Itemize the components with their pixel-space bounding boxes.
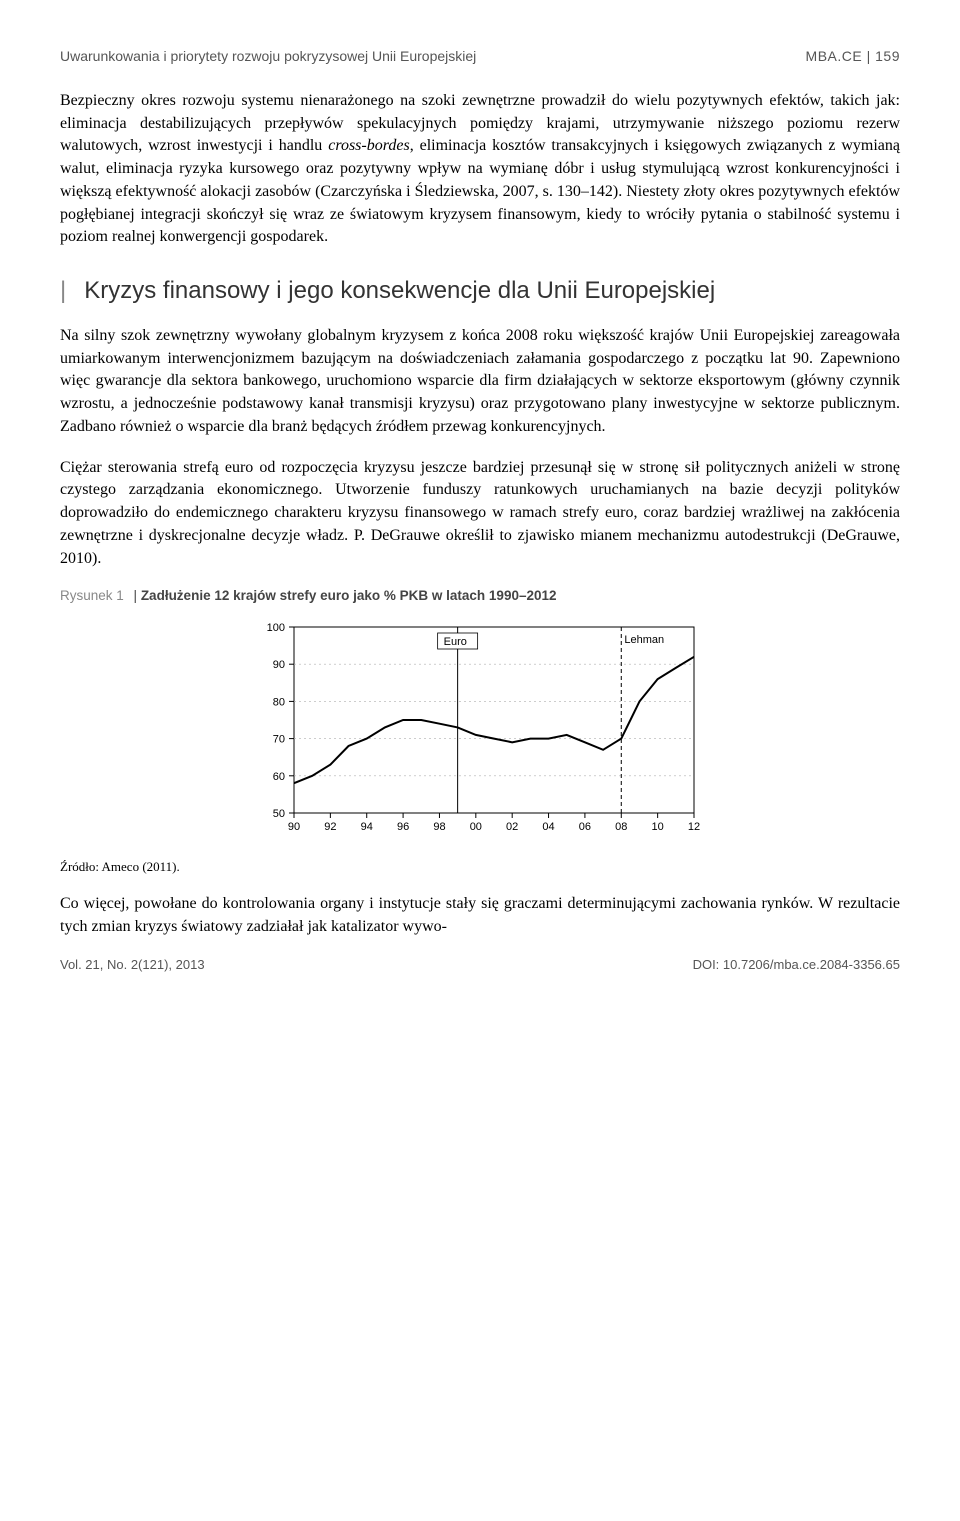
body-paragraph: Na silny szok zewnętrzny wywołany global…	[60, 325, 900, 439]
svg-text:90: 90	[288, 821, 300, 833]
svg-text:08: 08	[615, 821, 627, 833]
journal-abbrev: MBA.CE	[806, 48, 863, 64]
svg-text:80: 80	[273, 697, 285, 709]
body-paragraph: Co więcej, powołane do kontrolowania org…	[60, 893, 900, 938]
svg-text:06: 06	[579, 821, 591, 833]
heading-bar: |	[60, 277, 66, 304]
section-heading: | Kryzys finansowy i jego konsekwencje dl…	[60, 277, 900, 305]
svg-text:Lehman: Lehman	[624, 634, 664, 646]
svg-text:90: 90	[273, 659, 285, 671]
svg-text:04: 04	[542, 821, 554, 833]
svg-text:70: 70	[273, 734, 285, 746]
figure-caption: Rysunek 1 | Zadłużenie 12 krajów strefy …	[60, 588, 900, 603]
body-paragraph: Ciężar sterowania strefą euro od rozpocz…	[60, 457, 900, 571]
svg-text:92: 92	[324, 821, 336, 833]
figure-source: Źródło: Ameco (2011).	[60, 859, 900, 875]
line-chart: 50 60 70 80 90 100 90 92 94 96 98 00 02 04 06 08 10 12 Eur…	[240, 613, 720, 843]
running-header: Uwarunkowania i priorytety rozwoju pokry…	[60, 48, 900, 64]
figure-title: Zadłużenie 12 krajów strefy euro jako % …	[141, 588, 557, 603]
svg-text:100: 100	[267, 622, 285, 634]
body-paragraph: Bezpieczny okres rozwoju systemu nienara…	[60, 90, 900, 249]
chart-container: 50 60 70 80 90 100 90 92 94 96 98 00 02 04 06 08 10 12 Eur…	[60, 613, 900, 843]
heading-text: Kryzys finansowy i jego konsekwencje dla…	[84, 277, 715, 304]
page-number: 159	[875, 48, 900, 64]
header-right: MBA.CE | 159	[806, 48, 900, 64]
svg-text:94: 94	[361, 821, 373, 833]
svg-text:96: 96	[397, 821, 409, 833]
svg-text:Euro: Euro	[444, 636, 467, 648]
page-footer: Vol. 21, No. 2(121), 2013 DOI: 10.7206/m…	[60, 957, 900, 972]
svg-text:00: 00	[470, 821, 482, 833]
header-left: Uwarunkowania i priorytety rozwoju pokry…	[60, 48, 476, 64]
svg-text:60: 60	[273, 771, 285, 783]
svg-text:02: 02	[506, 821, 518, 833]
footer-right: DOI: 10.7206/mba.ce.2084-3356.65	[693, 957, 900, 972]
svg-text:12: 12	[688, 821, 700, 833]
svg-text:10: 10	[652, 821, 664, 833]
svg-text:98: 98	[433, 821, 445, 833]
italic-term: cross-bordes	[328, 137, 409, 154]
figure-label: Rysunek 1	[60, 588, 124, 603]
svg-text:50: 50	[273, 808, 285, 820]
footer-left: Vol. 21, No. 2(121), 2013	[60, 957, 205, 972]
